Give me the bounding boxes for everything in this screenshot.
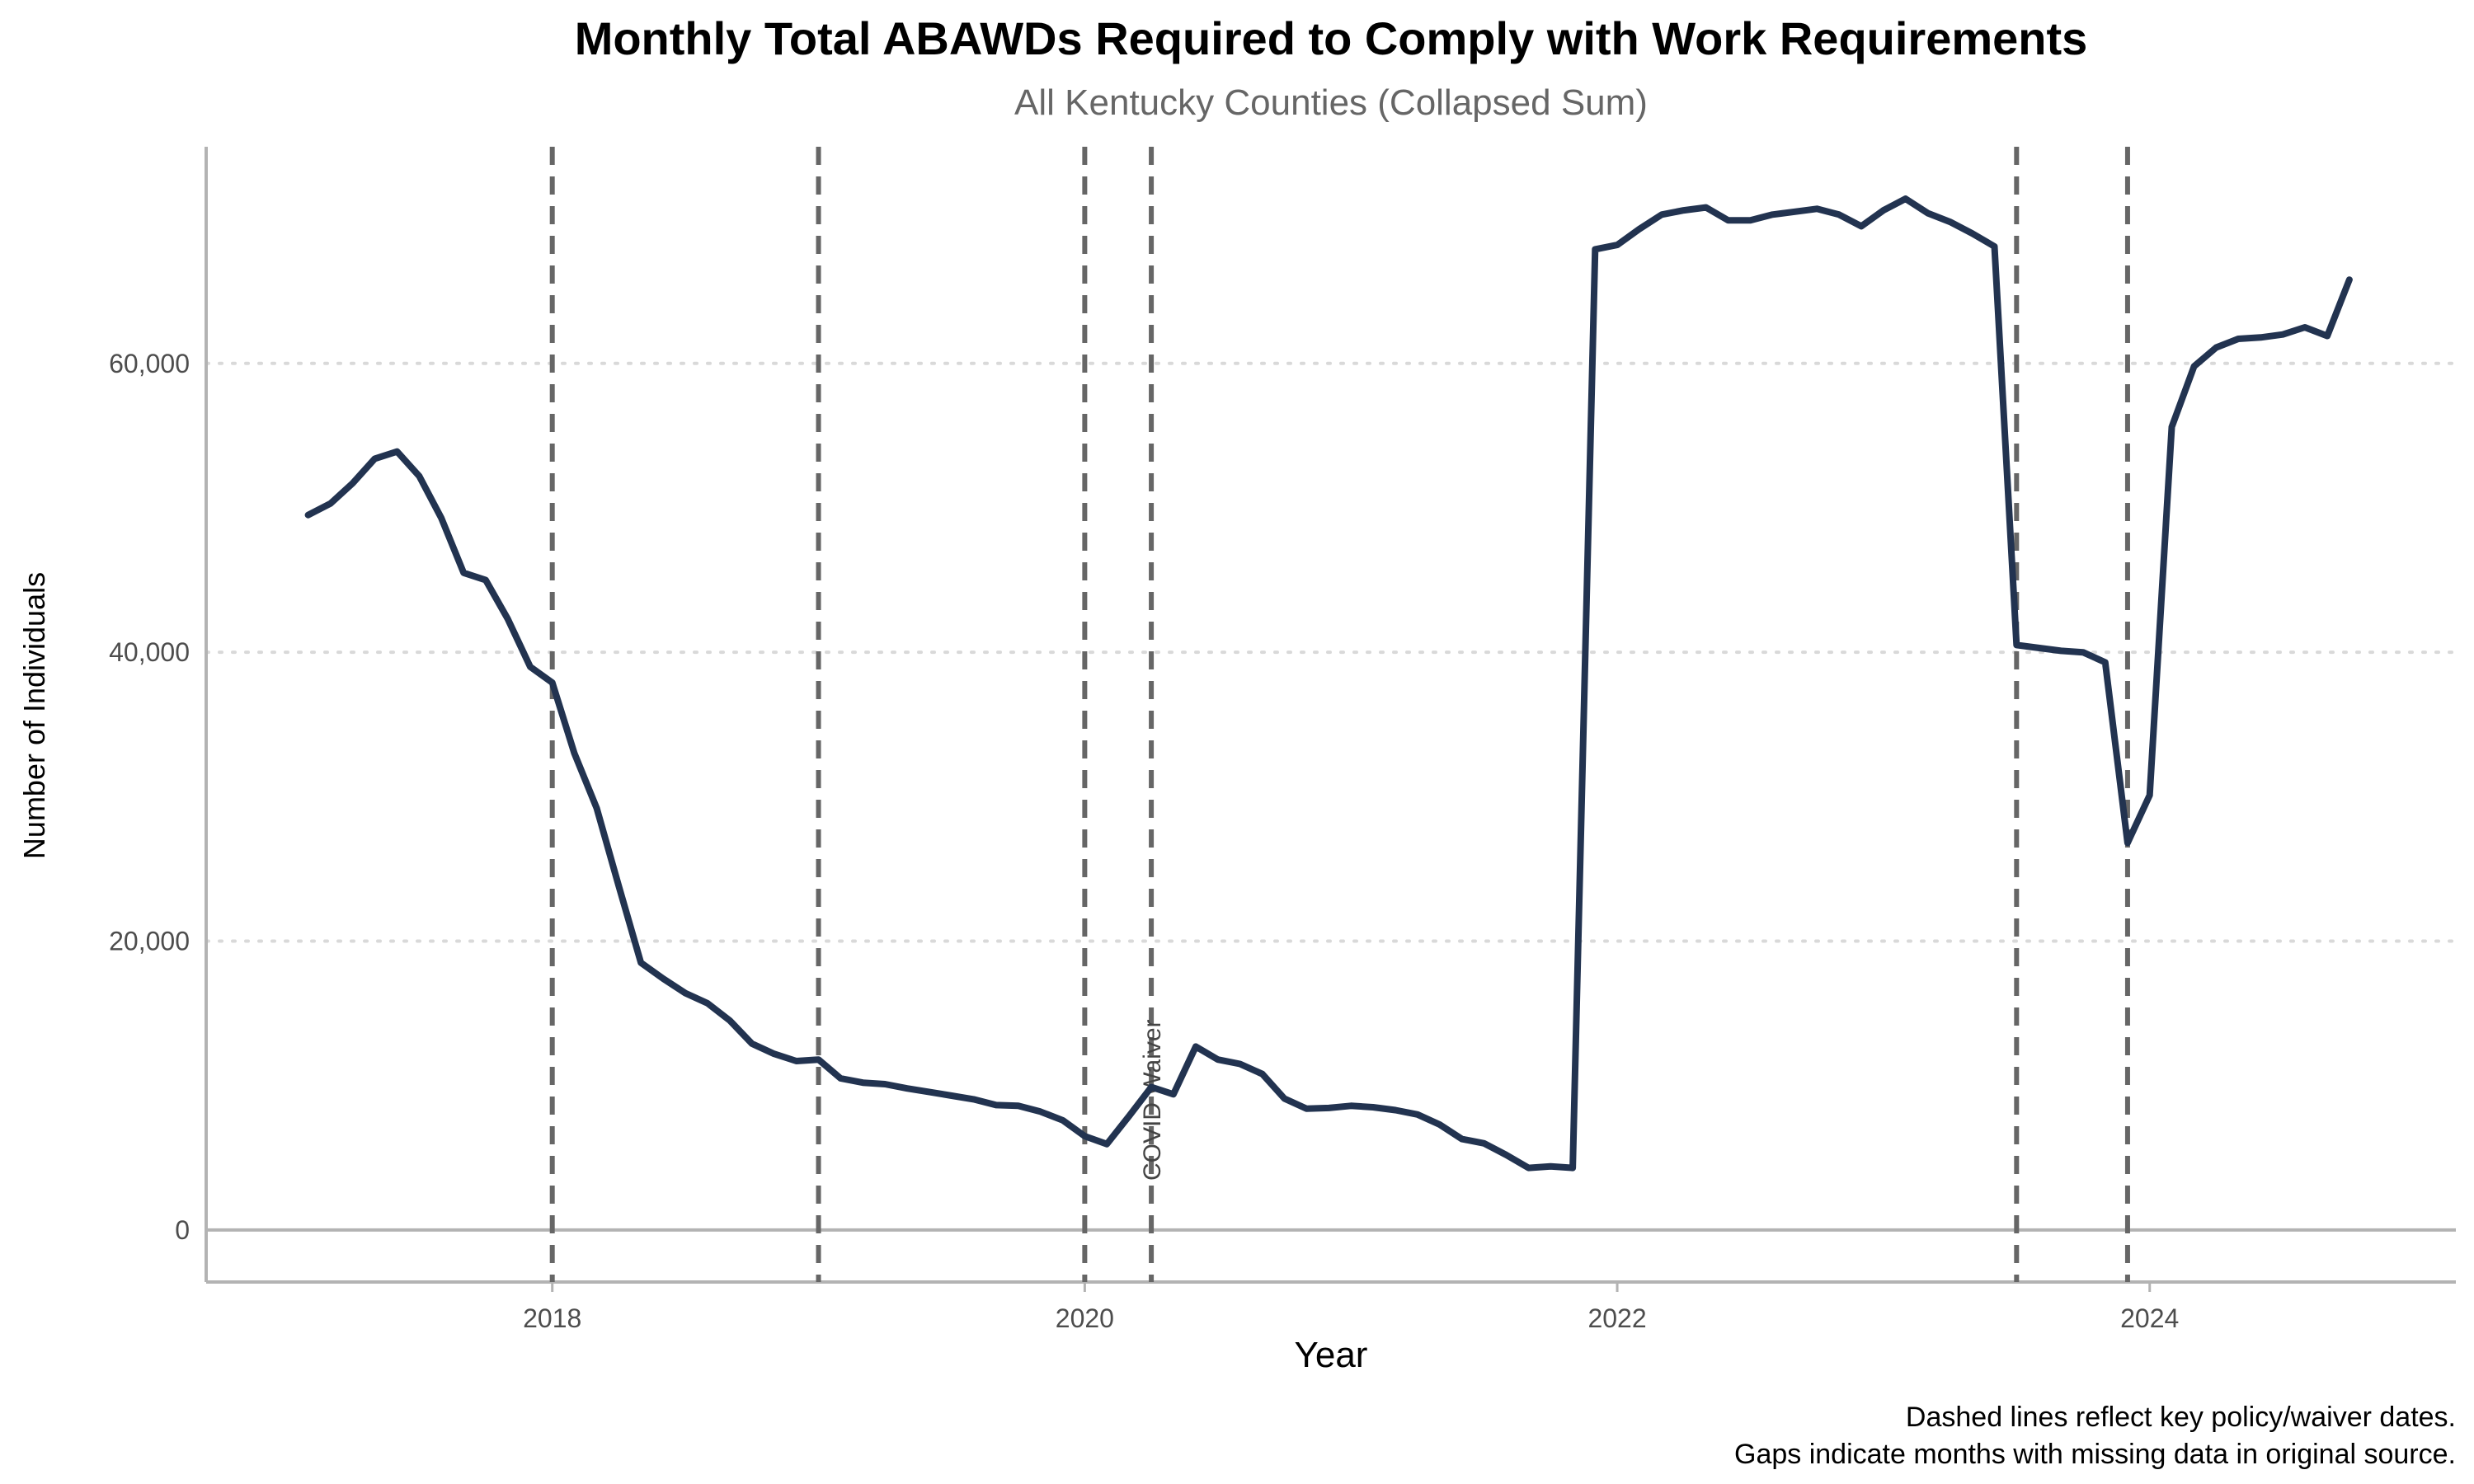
gridlines [205,361,2458,943]
caption-line-1: Dashed lines reflect key policy/waiver d… [1906,1402,2456,1433]
x-tick-label: 2020 [1056,1303,1114,1333]
axes [205,147,2456,1292]
x-tick-label: 2024 [2120,1303,2179,1333]
x-axis-title: Year [1295,1335,1368,1375]
caption-line-2: Gaps indicate months with missing data i… [1734,1439,2456,1470]
y-tick-labels: 0 20,000 40,000 60,000 [109,349,190,1245]
chart-subtitle: All Kentucky Counties (Collapsed Sum) [1014,82,1648,123]
y-tick-label: 0 [175,1215,190,1245]
x-tick-label: 2022 [1587,1303,1646,1333]
x-tick-labels: 2018 2020 2022 2024 [523,1303,2179,1333]
policy-date-lines [549,147,2130,1282]
series-line [304,195,2353,1172]
y-axis-title: Number of Individuals [17,572,51,859]
series [304,195,2353,1172]
y-tick-label: 20,000 [109,927,190,956]
y-tick-label: 60,000 [109,349,190,378]
y-tick-label: 40,000 [109,637,190,667]
chart-title: Monthly Total ABAWDs Required to Comply … [575,12,2088,64]
x-tick-label: 2018 [523,1303,581,1333]
